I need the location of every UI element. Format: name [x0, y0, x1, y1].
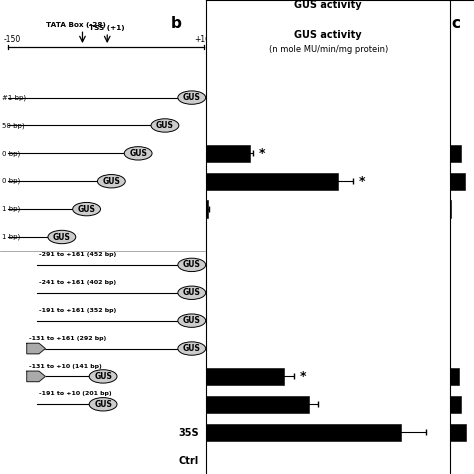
Bar [206, 173, 338, 190]
Ellipse shape [124, 146, 152, 160]
Ellipse shape [178, 286, 206, 300]
Ellipse shape [178, 342, 206, 355]
Ellipse shape [178, 258, 206, 272]
Text: GUS activity: GUS activity [294, 30, 362, 40]
Bar [206, 424, 401, 441]
Ellipse shape [48, 230, 76, 244]
Text: +161: +161 [194, 35, 215, 44]
Text: GUS: GUS [183, 260, 201, 269]
Bar [206, 201, 208, 218]
Text: *: * [358, 175, 365, 188]
Text: *: * [300, 370, 306, 383]
Text: -291 to +161 (452 bp): -291 to +161 (452 bp) [39, 252, 117, 257]
Text: -191 to +161 (352 bp): -191 to +161 (352 bp) [39, 308, 117, 313]
Bar [450, 145, 461, 162]
Ellipse shape [98, 174, 125, 188]
Text: GUS: GUS [183, 93, 201, 102]
Bar [450, 396, 461, 413]
Text: GUS: GUS [183, 316, 201, 325]
Text: 1 bp): 1 bp) [2, 234, 20, 240]
Text: GUS: GUS [94, 400, 112, 409]
Text: 0 bp): 0 bp) [2, 150, 20, 156]
Text: GUS: GUS [183, 344, 201, 353]
Text: 50 bp): 50 bp) [2, 122, 25, 129]
Text: TSS (+1): TSS (+1) [90, 25, 125, 31]
Text: GUS: GUS [78, 205, 96, 214]
Bar [206, 368, 284, 385]
Text: -241 to +161 (402 bp): -241 to +161 (402 bp) [39, 280, 116, 285]
Text: -131 to +161 (292 bp): -131 to +161 (292 bp) [29, 336, 106, 341]
Polygon shape [27, 343, 46, 354]
Bar [450, 368, 459, 385]
Text: 1 bp): 1 bp) [2, 206, 20, 212]
Text: GUS: GUS [94, 372, 112, 381]
Polygon shape [27, 371, 46, 382]
Text: GUS activity: GUS activity [294, 0, 362, 10]
Bar [206, 145, 250, 162]
Text: c: c [451, 16, 460, 31]
Ellipse shape [89, 398, 117, 411]
Text: *: * [259, 147, 265, 160]
Bar [206, 396, 309, 413]
Text: GUS: GUS [183, 288, 201, 297]
Text: 0 bp): 0 bp) [2, 178, 20, 184]
Text: TATA Box (-28): TATA Box (-28) [46, 22, 106, 28]
Text: b: b [171, 16, 182, 31]
Ellipse shape [89, 370, 117, 383]
Ellipse shape [151, 119, 179, 132]
Text: GUS: GUS [129, 149, 147, 158]
Text: GUS: GUS [53, 233, 71, 241]
Ellipse shape [178, 314, 206, 328]
Bar [450, 424, 466, 441]
Ellipse shape [73, 202, 100, 216]
Text: GUS: GUS [102, 177, 120, 186]
Bar [450, 201, 451, 218]
Bar [450, 173, 465, 190]
Text: #1 bp): #1 bp) [2, 94, 26, 101]
Ellipse shape [178, 91, 206, 104]
Text: GUS: GUS [156, 121, 174, 130]
Text: (n mole MU/min/mg protein): (n mole MU/min/mg protein) [269, 46, 388, 55]
Text: -131 to +10 (141 bp): -131 to +10 (141 bp) [29, 364, 101, 369]
Text: -150: -150 [4, 35, 21, 44]
Text: -191 to +10 (201 bp): -191 to +10 (201 bp) [39, 392, 112, 396]
